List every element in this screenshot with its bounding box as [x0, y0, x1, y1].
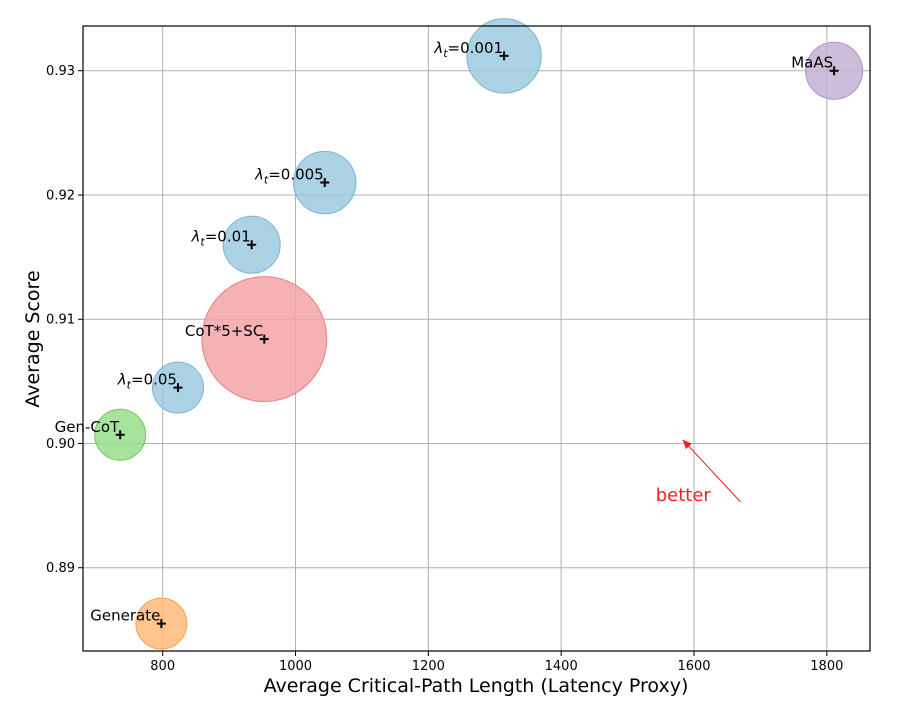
point-label: CoT*5+SC — [185, 322, 263, 340]
point-label: Generate — [90, 607, 160, 625]
point-label: λt=0.01 — [191, 228, 251, 249]
better-annotation: better — [656, 439, 741, 506]
point-marker — [156, 619, 166, 629]
point-marker — [115, 430, 125, 440]
point-marker — [499, 51, 509, 61]
annotation-arrow-line — [682, 439, 741, 503]
annotation-text: better — [656, 485, 712, 506]
point-markers — [115, 51, 839, 629]
y-axis-label: Average Score — [22, 270, 44, 407]
annotation-arrow-head — [682, 439, 692, 450]
point-labels: Generate Gen-CoT CoT*5+SC λt=0.05 λt=0.01 λt=… — [55, 39, 834, 625]
y-tick-label: 0.91 — [46, 313, 75, 328]
gridlines — [83, 26, 870, 651]
point-label: MaAS — [791, 54, 833, 72]
x-tick-label: 1200 — [412, 659, 445, 674]
point-marker — [829, 66, 839, 76]
y-axis-ticks: 0.89 0.90 0.91 0.92 0.93 — [46, 64, 83, 576]
x-axis-label: Average Critical-Path Length (Latency Pr… — [264, 675, 689, 697]
plot-frame — [82, 25, 871, 652]
point-label: Gen-CoT — [55, 418, 120, 436]
point-label: λt=0.05 — [117, 371, 177, 392]
point-marker — [320, 178, 330, 188]
x-tick-label: 1400 — [545, 659, 578, 674]
point-marker — [173, 383, 183, 393]
x-tick-label: 1600 — [677, 659, 710, 674]
point-marker — [259, 334, 269, 344]
y-tick-label: 0.93 — [46, 64, 75, 79]
point-label: λt=0.001 — [433, 39, 503, 60]
x-tick-label: 800 — [150, 659, 175, 674]
x-axis-ticks: 800 1000 1200 1400 1600 1800 — [150, 651, 843, 674]
y-tick-label: 0.89 — [46, 561, 75, 576]
x-tick-label: 1000 — [279, 659, 312, 674]
point-marker — [247, 240, 257, 250]
x-tick-label: 1800 — [810, 659, 843, 674]
y-tick-label: 0.90 — [46, 437, 75, 452]
y-tick-label: 0.92 — [46, 188, 75, 203]
point-label: λt=0.005 — [254, 166, 324, 187]
